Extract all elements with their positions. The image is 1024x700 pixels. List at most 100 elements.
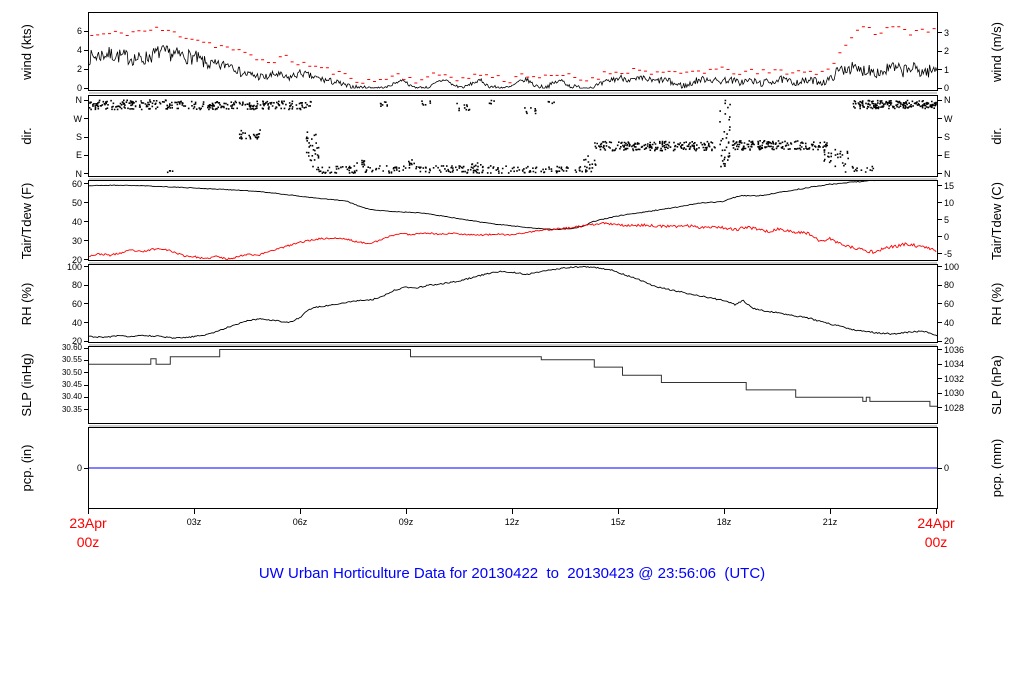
y-tick-label-right-wind: 0 xyxy=(944,83,950,94)
x-tick xyxy=(299,509,301,514)
x-tick xyxy=(723,509,725,514)
y-tick-label-left-rh: 80 xyxy=(71,280,82,291)
y-tick-left-rh xyxy=(84,322,88,324)
y-tick-label-right-dir: N xyxy=(944,95,951,106)
y-tick-label-left-temp: 50 xyxy=(71,197,82,208)
panel-temp-plot xyxy=(89,181,937,260)
panel-wind xyxy=(88,12,938,91)
y-tick-label-right-wind: 1 xyxy=(944,64,950,75)
y-tick-right-temp xyxy=(938,236,942,238)
panel-divider xyxy=(89,92,937,94)
y-tick-label-right-rh: 40 xyxy=(944,317,955,328)
y-tick-label-left-slp: 30.60 xyxy=(61,343,82,353)
y-tick-label-right-temp: -5 xyxy=(944,248,953,259)
y-tick-label-right-temp: 0 xyxy=(944,231,950,242)
panel-wind-plot xyxy=(89,26,937,90)
y-tick-right-rh xyxy=(938,340,942,342)
y-tick-left-temp xyxy=(84,240,88,242)
y-tick-right-slp xyxy=(938,349,942,351)
y-tick-label-right-pcp: 0 xyxy=(944,463,950,473)
y-tick-label-left-dir: N xyxy=(75,95,83,106)
y-tick-label-right-rh: 100 xyxy=(944,261,960,272)
y-tick-label-left-rh: 40 xyxy=(71,317,82,328)
y-tick-right-temp xyxy=(938,219,942,221)
panel-divider xyxy=(89,344,937,346)
y-tick-label-left-pcp: 0 xyxy=(76,463,82,473)
panel-dir xyxy=(88,95,938,177)
y-tick-label-left-wind: 6 xyxy=(76,26,82,37)
y-tick-label-left-wind: 2 xyxy=(76,64,82,75)
y-tick-label-left-slp: 30.55 xyxy=(61,355,82,365)
y-tick-label-left-rh: 60 xyxy=(71,298,82,309)
y-tick-right-wind xyxy=(938,69,942,71)
y-tick-label-right-slp: 1028 xyxy=(944,402,965,413)
y-tick-left-temp xyxy=(84,221,88,223)
y-tick-left-dir xyxy=(84,173,88,175)
panel-divider xyxy=(89,178,937,180)
y-tick-left-pcp xyxy=(84,467,88,469)
y-tick-left-wind xyxy=(84,68,88,70)
y-tick-right-temp xyxy=(938,253,942,255)
y-tick-label-left-rh: 20 xyxy=(71,336,82,347)
y-tick-left-dir xyxy=(84,136,88,138)
x-tick xyxy=(829,509,831,514)
y-tick-right-wind xyxy=(938,32,942,34)
y-tick-label-left-temp: 40 xyxy=(71,216,82,227)
y-tick-right-dir xyxy=(938,136,942,138)
y-tick-label-left-temp: 60 xyxy=(71,178,82,189)
panel-rh xyxy=(88,264,938,343)
y-tick-left-slp xyxy=(84,396,88,398)
y-tick-label-right-slp: 1036 xyxy=(944,344,965,355)
y-tick-left-slp xyxy=(84,384,88,386)
y-tick-label-left-dir: W xyxy=(73,113,83,124)
y-tick-left-dir xyxy=(84,154,88,156)
y-tick-label-left-slp: 30.35 xyxy=(61,404,82,414)
y-tick-left-dir xyxy=(84,118,88,120)
y-tick-label-right-dir: S xyxy=(944,132,951,142)
panel-slp-plot xyxy=(89,349,937,407)
y-tick-right-rh xyxy=(938,266,942,268)
axis-title-left-pcp: pcp. (in) xyxy=(19,444,34,492)
y-tick-label-right-temp: 5 xyxy=(944,214,950,225)
panel-pcp xyxy=(88,427,938,509)
y-tick-label-right-rh: 60 xyxy=(944,298,955,309)
y-tick-left-slp xyxy=(84,347,88,349)
y-tick-left-rh xyxy=(84,303,88,305)
x-tick-label: 18z xyxy=(716,517,732,527)
x-start-hour-label: 00z xyxy=(76,534,100,550)
x-tick-label: 21z xyxy=(822,517,838,527)
y-tick-label-right-slp: 1032 xyxy=(944,373,965,384)
x-tick-edge xyxy=(87,509,89,514)
y-tick-left-dir xyxy=(84,99,88,101)
y-tick-right-rh xyxy=(938,303,942,305)
y-tick-left-temp xyxy=(84,259,88,261)
y-tick-label-left-rh: 100 xyxy=(66,261,82,272)
x-tick xyxy=(617,509,619,514)
y-tick-right-wind xyxy=(938,87,942,89)
x-tick-label: 12z xyxy=(504,517,520,527)
y-tick-right-temp xyxy=(938,185,942,187)
y-tick-label-right-dir: N xyxy=(944,168,951,179)
y-tick-left-wind xyxy=(84,87,88,89)
axis-title-right-pcp: pcp. (mm) xyxy=(989,438,1004,498)
panel-temp xyxy=(88,180,938,261)
y-tick-label-right-dir: W xyxy=(944,113,953,124)
y-tick-right-dir xyxy=(938,118,942,120)
x-tick-label: 09z xyxy=(398,517,414,527)
y-tick-label-left-wind: 0 xyxy=(76,83,82,94)
y-tick-label-left-wind: 4 xyxy=(76,45,82,56)
y-tick-left-temp xyxy=(84,202,88,204)
y-tick-left-rh xyxy=(84,284,88,286)
x-end-date-label: 24Apr xyxy=(917,515,955,531)
x-start-date-label: 23Apr xyxy=(69,515,107,531)
y-tick-label-right-wind: 2 xyxy=(944,46,950,57)
y-tick-label-right-rh: 20 xyxy=(944,336,955,347)
y-tick-label-left-slp: 30.50 xyxy=(61,367,82,377)
x-tick-label: 15z xyxy=(610,517,626,527)
y-tick-right-slp xyxy=(938,392,942,394)
y-tick-label-right-slp: 1030 xyxy=(944,388,965,399)
y-tick-left-rh xyxy=(84,340,88,342)
y-tick-label-right-slp: 1034 xyxy=(944,359,965,370)
x-tick xyxy=(405,509,407,514)
y-tick-label-right-wind: 3 xyxy=(944,27,950,38)
